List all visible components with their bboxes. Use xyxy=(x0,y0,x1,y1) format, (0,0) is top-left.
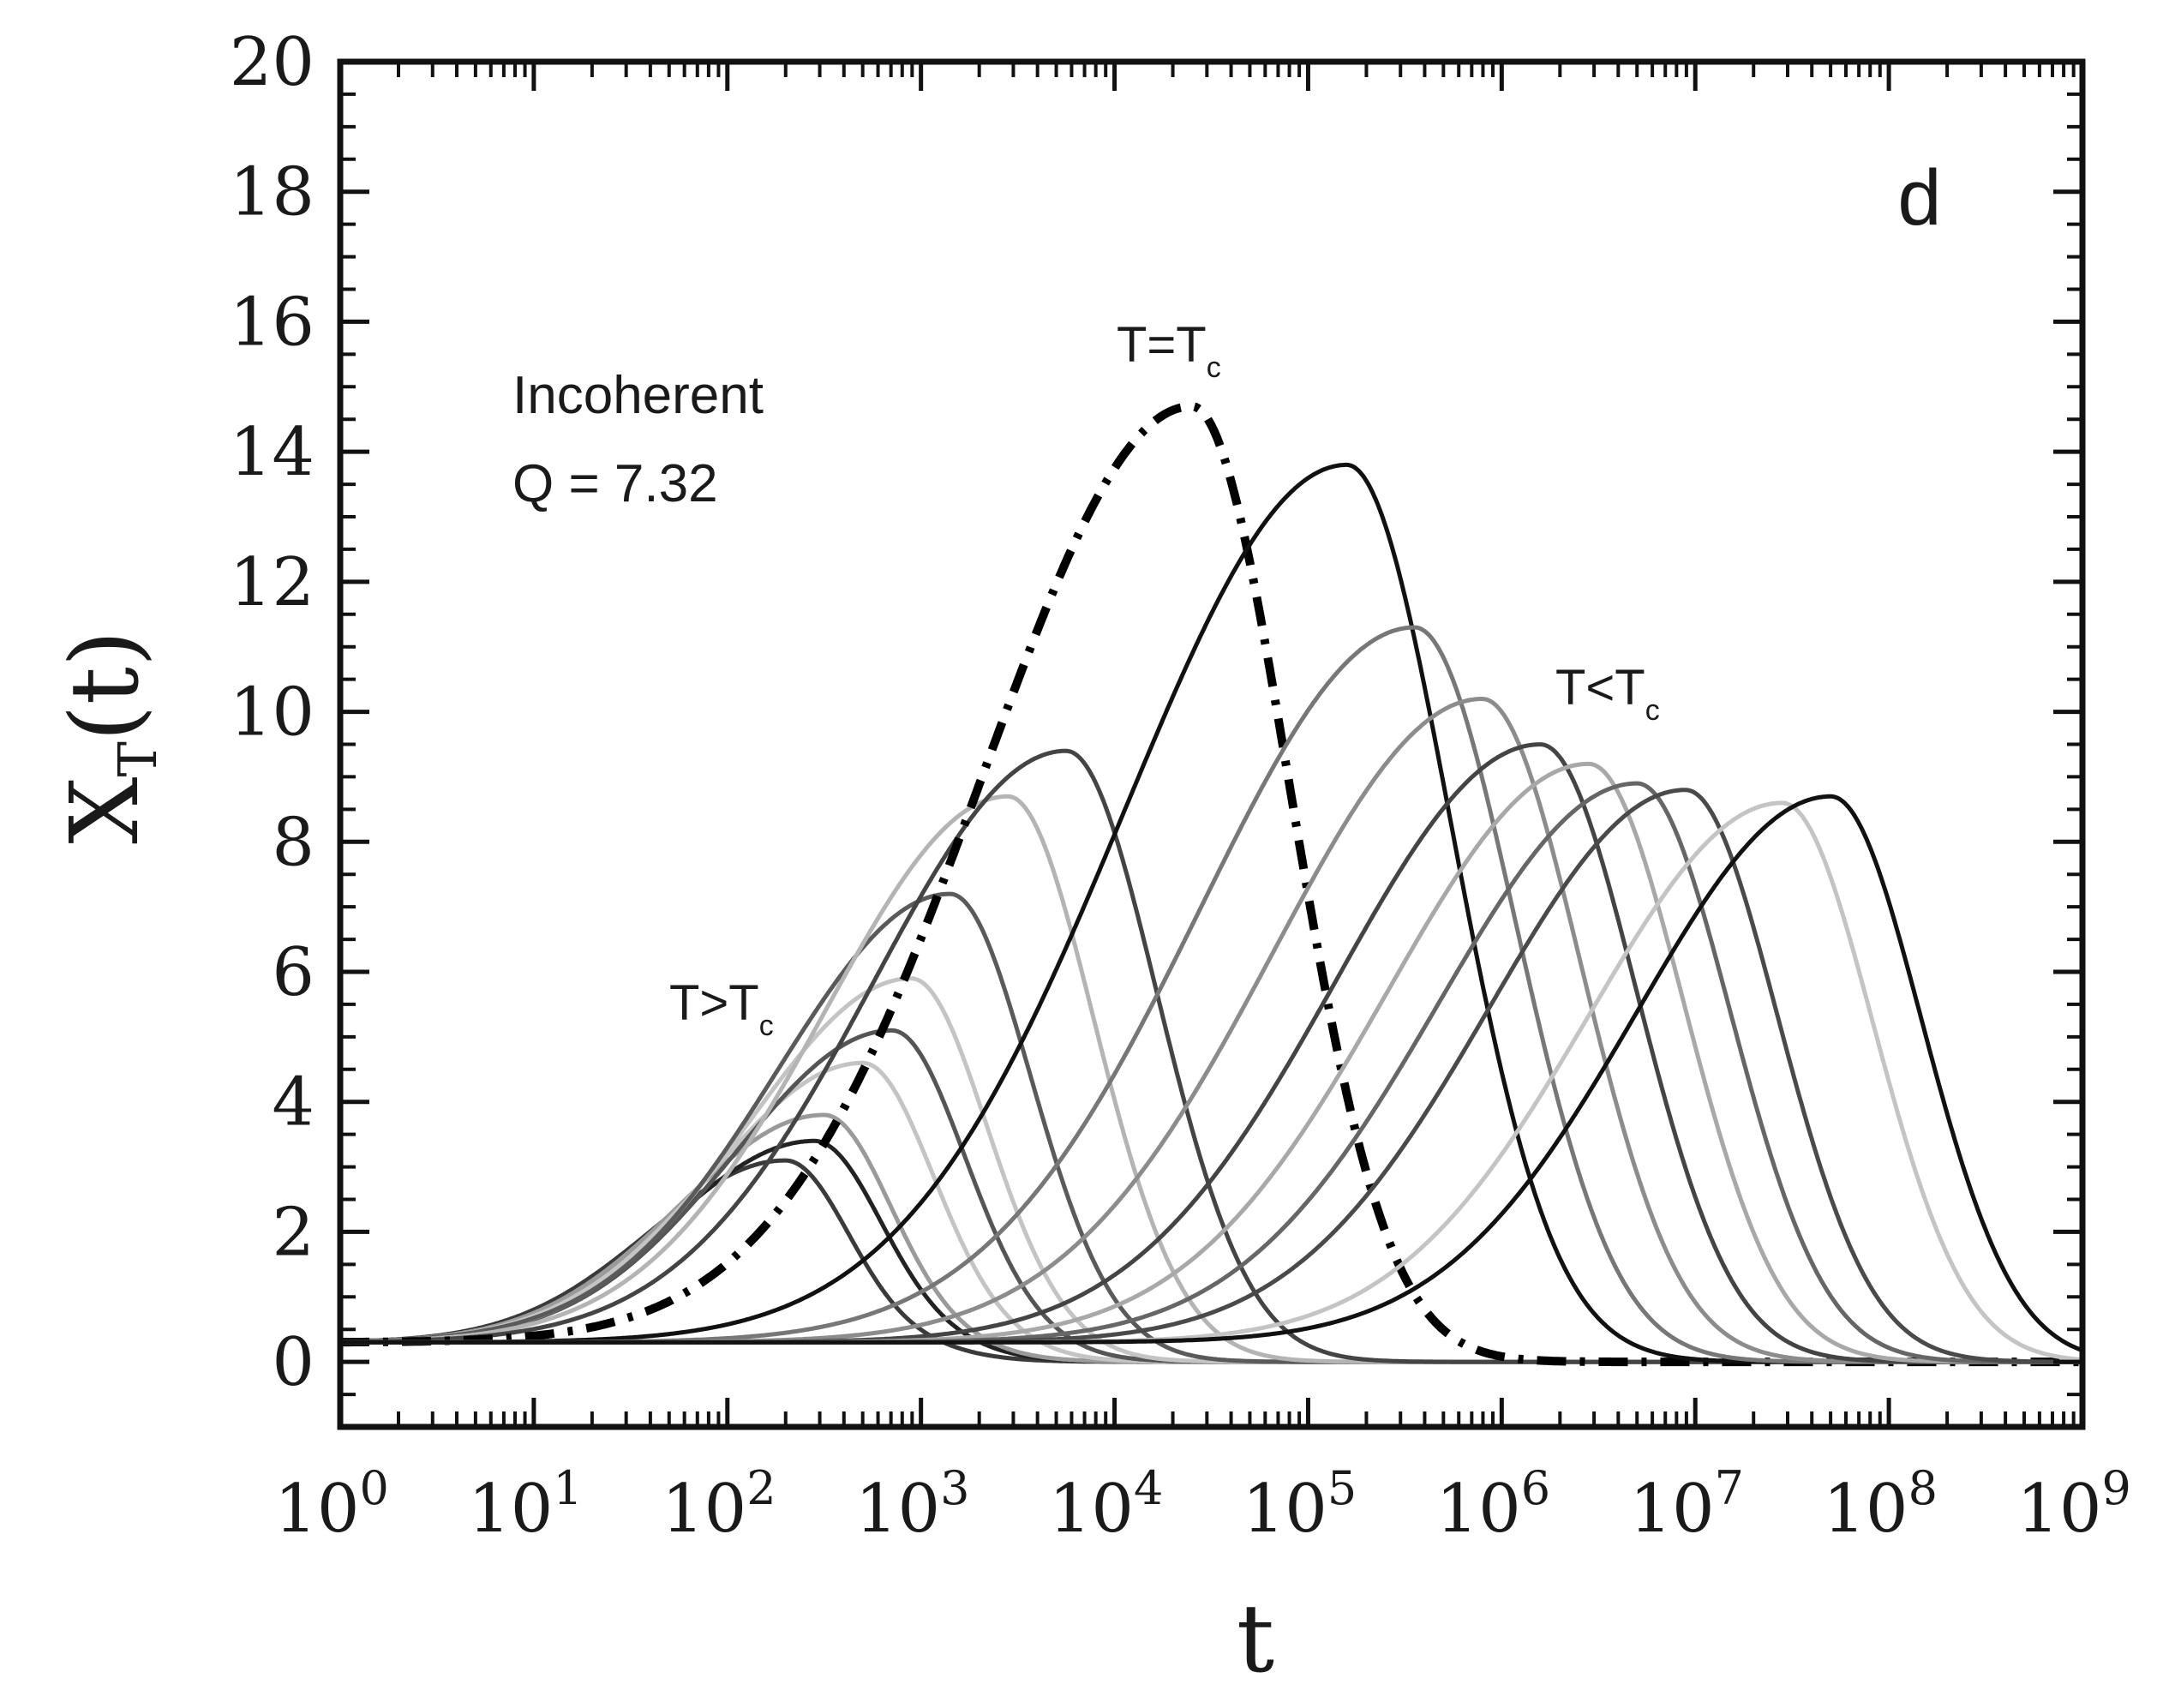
x-tick-label: 108 xyxy=(1823,1461,1938,1548)
annotation-t-above-tc: T>Tc xyxy=(669,975,774,1042)
annotation-t-equal-main: T=T xyxy=(1117,317,1207,373)
annotation-t-below-sub: c xyxy=(1645,694,1660,727)
y-tick-label: 8 xyxy=(272,804,315,881)
y-axis-title-rest: (t) xyxy=(50,630,159,741)
x-axis-title: t xyxy=(1237,1584,1274,1693)
y-tick-label: 12 xyxy=(230,544,315,621)
annotation-t-above-main: T>T xyxy=(669,975,759,1031)
series-group xyxy=(338,402,2085,1367)
y-tick-label: 0 xyxy=(272,1324,315,1401)
x-tick-label: 101 xyxy=(468,1461,583,1548)
x-tick-label: 109 xyxy=(2016,1461,2131,1548)
svg-text:XT(t): XT(t) xyxy=(50,630,169,844)
y-tick-label: 4 xyxy=(272,1064,315,1142)
x-tick-label: 107 xyxy=(1629,1461,1744,1548)
annotation-t-equal-tc: T=Tc xyxy=(1117,317,1221,384)
annotation-t-equal-sub: c xyxy=(1207,351,1221,384)
series-line-19 xyxy=(339,794,2083,1353)
y-tick-label: 14 xyxy=(230,414,315,491)
annotation-t-below-main: T<T xyxy=(1555,660,1645,716)
y-axis-title-main: X xyxy=(50,777,159,844)
x-tick-label: 102 xyxy=(662,1461,776,1548)
annotation-t-above-sub: c xyxy=(759,1010,774,1042)
y-tick-label: 20 xyxy=(230,24,315,101)
y-axis-title-subscript: T xyxy=(106,741,169,776)
y-tick-label: 10 xyxy=(230,674,315,752)
x-tick-label: 100 xyxy=(274,1461,389,1548)
y-tick-label: 18 xyxy=(230,154,315,231)
x-tick-label: 106 xyxy=(1436,1461,1551,1548)
x-tick-label: 104 xyxy=(1049,1461,1164,1548)
x-tick-label: 105 xyxy=(1243,1461,1357,1548)
x-tick-label: 103 xyxy=(855,1461,970,1548)
annotation-q-value: Q = 7.32 xyxy=(512,454,718,513)
annotation-regime: Incoherent xyxy=(512,366,764,425)
y-tick-label: 2 xyxy=(272,1194,315,1271)
plot-frame xyxy=(337,58,2086,1430)
x-tick-labels: 100 101 102 103 104 105 106 107 108 109 xyxy=(274,1461,2131,1548)
y-tick-label: 16 xyxy=(230,284,315,361)
y-tick-label: 6 xyxy=(272,934,315,1011)
panel-label: d xyxy=(1897,154,1941,242)
y-axis-title: XT(t) xyxy=(50,630,169,844)
annotation-t-below-tc: T<Tc xyxy=(1555,660,1660,727)
y-tick-labels: 0 2 4 6 8 10 12 14 16 18 20 xyxy=(230,24,315,1401)
